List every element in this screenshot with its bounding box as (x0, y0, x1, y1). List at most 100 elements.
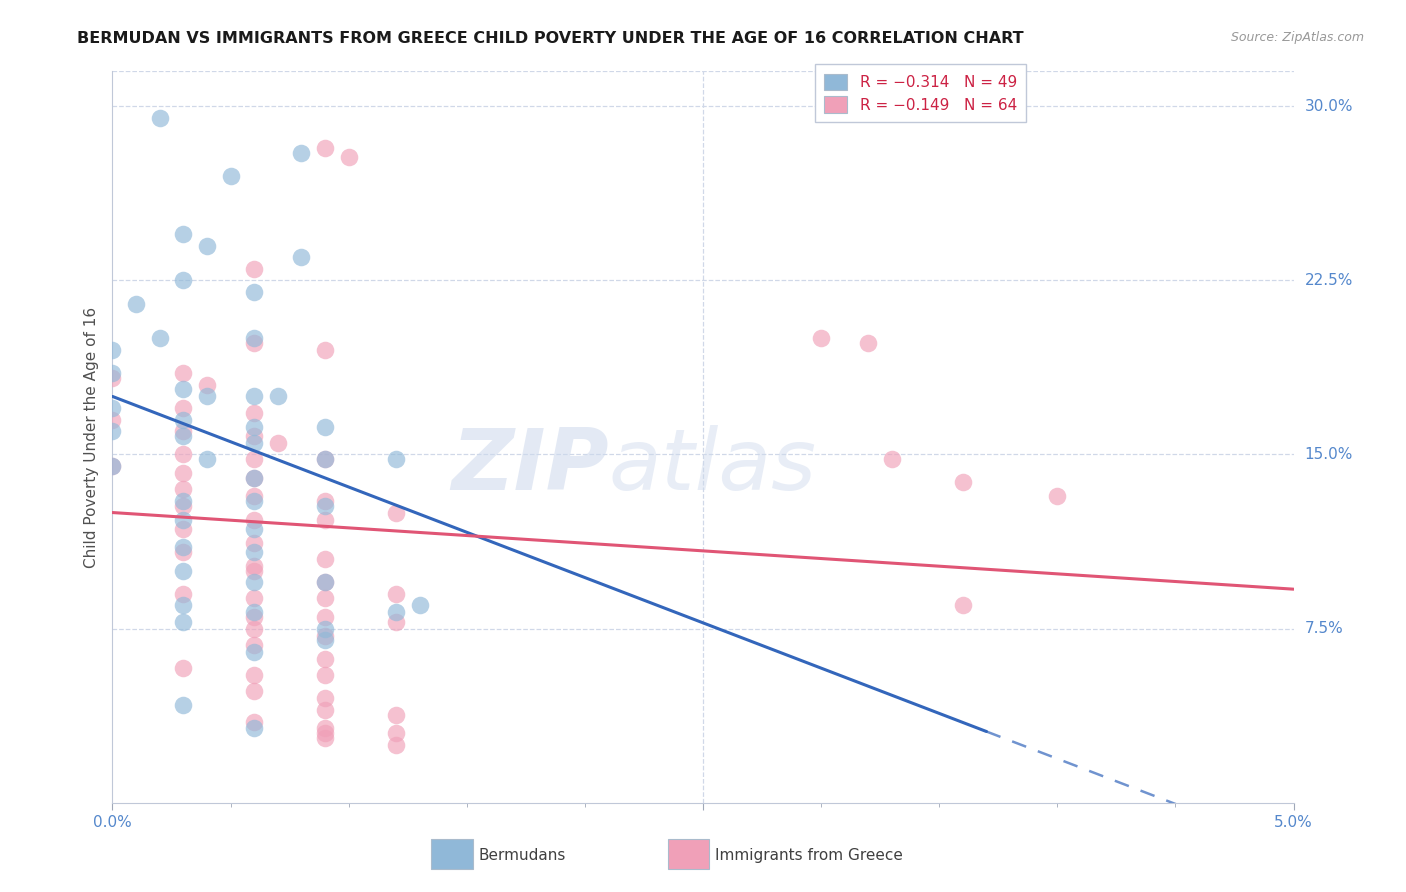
Point (172, 545, 194, 559)
Point (314, 633, 336, 648)
Point (195, 452, 218, 467)
Point (101, 366, 124, 380)
Point (101, 343, 124, 357)
Point (290, 250, 312, 264)
Point (149, 111, 172, 125)
Point (243, 645, 266, 659)
Y-axis label: Child Poverty Under the Age of 16: Child Poverty Under the Age of 16 (83, 307, 98, 567)
Point (314, 610, 336, 624)
Point (243, 419, 266, 434)
Point (385, 726, 408, 740)
Point (314, 452, 336, 467)
Point (243, 575, 266, 590)
Point (314, 141, 336, 155)
Point (243, 622, 266, 636)
Point (172, 424, 194, 438)
Point (172, 499, 194, 513)
Point (101, 459, 124, 474)
Point (243, 285, 266, 299)
Point (101, 412, 124, 426)
Point (314, 691, 336, 706)
Text: Source: ZipAtlas.com: Source: ZipAtlas.com (1230, 31, 1364, 45)
Point (125, 296, 148, 310)
Point (243, 436, 266, 450)
Point (243, 684, 266, 698)
Text: ZIP: ZIP (451, 425, 609, 508)
Point (314, 512, 336, 526)
Legend: R = −0.314   N = 49, R = −0.149   N = 64: R = −0.314 N = 49, R = −0.149 N = 64 (815, 64, 1026, 122)
Point (243, 336, 266, 351)
Point (243, 606, 266, 620)
Point (952, 599, 974, 613)
Point (243, 406, 266, 420)
Point (1046, 489, 1069, 503)
Text: BERMUDAN VS IMMIGRANTS FROM GREECE CHILD POVERTY UNDER THE AGE OF 16 CORRELATION: BERMUDAN VS IMMIGRANTS FROM GREECE CHILD… (77, 31, 1024, 46)
Point (172, 698, 194, 713)
Point (385, 452, 408, 467)
Point (314, 722, 336, 736)
Point (858, 336, 880, 351)
Point (243, 722, 266, 736)
Point (243, 564, 266, 578)
Point (243, 429, 266, 443)
Point (243, 331, 266, 345)
Text: Bermudans: Bermudans (478, 848, 567, 863)
Point (243, 512, 266, 526)
Point (810, 331, 832, 345)
Point (290, 145, 312, 160)
Point (314, 499, 336, 513)
Point (243, 489, 266, 503)
Point (172, 541, 194, 555)
Point (314, 343, 336, 357)
Point (243, 261, 266, 276)
Point (172, 429, 194, 443)
Point (149, 331, 172, 345)
Point (314, 591, 336, 606)
Point (952, 475, 974, 490)
Point (172, 494, 194, 508)
Point (314, 552, 336, 566)
Point (219, 169, 242, 183)
Point (385, 738, 408, 752)
Point (172, 466, 194, 480)
Point (243, 522, 266, 536)
Point (314, 731, 336, 745)
Point (243, 471, 266, 485)
Point (195, 389, 218, 403)
Point (243, 535, 266, 549)
Point (243, 389, 266, 403)
Point (172, 599, 194, 613)
Point (101, 424, 124, 438)
Point (314, 494, 336, 508)
Point (337, 150, 360, 164)
Point (172, 366, 194, 380)
Point (172, 273, 194, 287)
Point (267, 436, 290, 450)
Point (243, 714, 266, 729)
Point (101, 371, 124, 385)
Text: Immigrants from Greece: Immigrants from Greece (714, 848, 903, 863)
Point (314, 452, 336, 467)
Point (101, 459, 124, 474)
Point (195, 377, 218, 392)
Point (314, 419, 336, 434)
Point (385, 587, 408, 601)
FancyBboxPatch shape (668, 839, 709, 869)
Point (314, 726, 336, 740)
Text: atlas: atlas (609, 425, 817, 508)
Point (314, 668, 336, 682)
Text: 7.5%: 7.5% (1305, 621, 1343, 636)
Text: 15.0%: 15.0% (1305, 447, 1353, 462)
Point (314, 622, 336, 636)
Point (243, 471, 266, 485)
FancyBboxPatch shape (432, 839, 472, 869)
Point (101, 401, 124, 415)
Point (243, 452, 266, 467)
Point (172, 522, 194, 536)
Point (267, 389, 290, 403)
Point (243, 545, 266, 559)
Point (243, 610, 266, 624)
Point (314, 575, 336, 590)
Point (243, 668, 266, 682)
Point (243, 558, 266, 573)
